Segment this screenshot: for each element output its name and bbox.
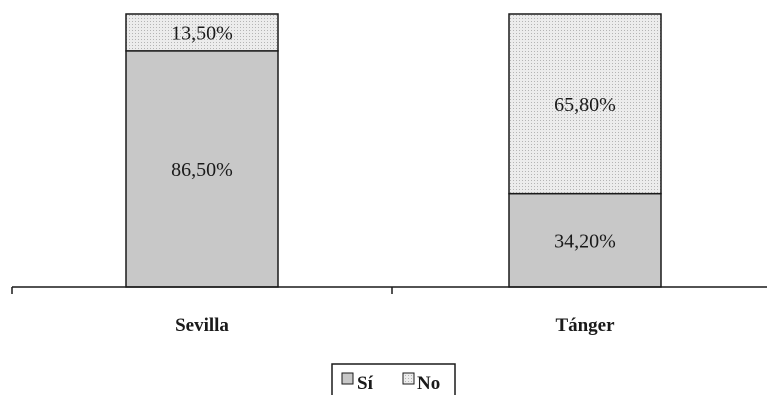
legend-swatch-no: [402, 372, 415, 385]
bars-group: 86,50% 13,50% 34,20% 65,80%: [125, 13, 662, 288]
legend-label-no: No: [417, 373, 440, 394]
legend-swatch-si: [341, 372, 354, 385]
data-label-si-1: 34,20%: [554, 230, 616, 252]
legend-label-si: Sí: [357, 373, 374, 394]
bar-no-0: [125, 13, 279, 52]
legend: Sí No: [331, 363, 456, 395]
data-label-no-1: 65,80%: [554, 94, 616, 116]
category-label-0: Sevilla: [175, 315, 229, 336]
bar-no-1: [508, 13, 662, 195]
data-label-no-0: 13,50%: [171, 22, 233, 44]
category-labels: Sevilla Tánger: [175, 315, 615, 336]
category-label-1: Tánger: [555, 315, 615, 336]
data-label-si-0: 86,50%: [171, 159, 233, 181]
bar-si-0: [125, 50, 279, 288]
